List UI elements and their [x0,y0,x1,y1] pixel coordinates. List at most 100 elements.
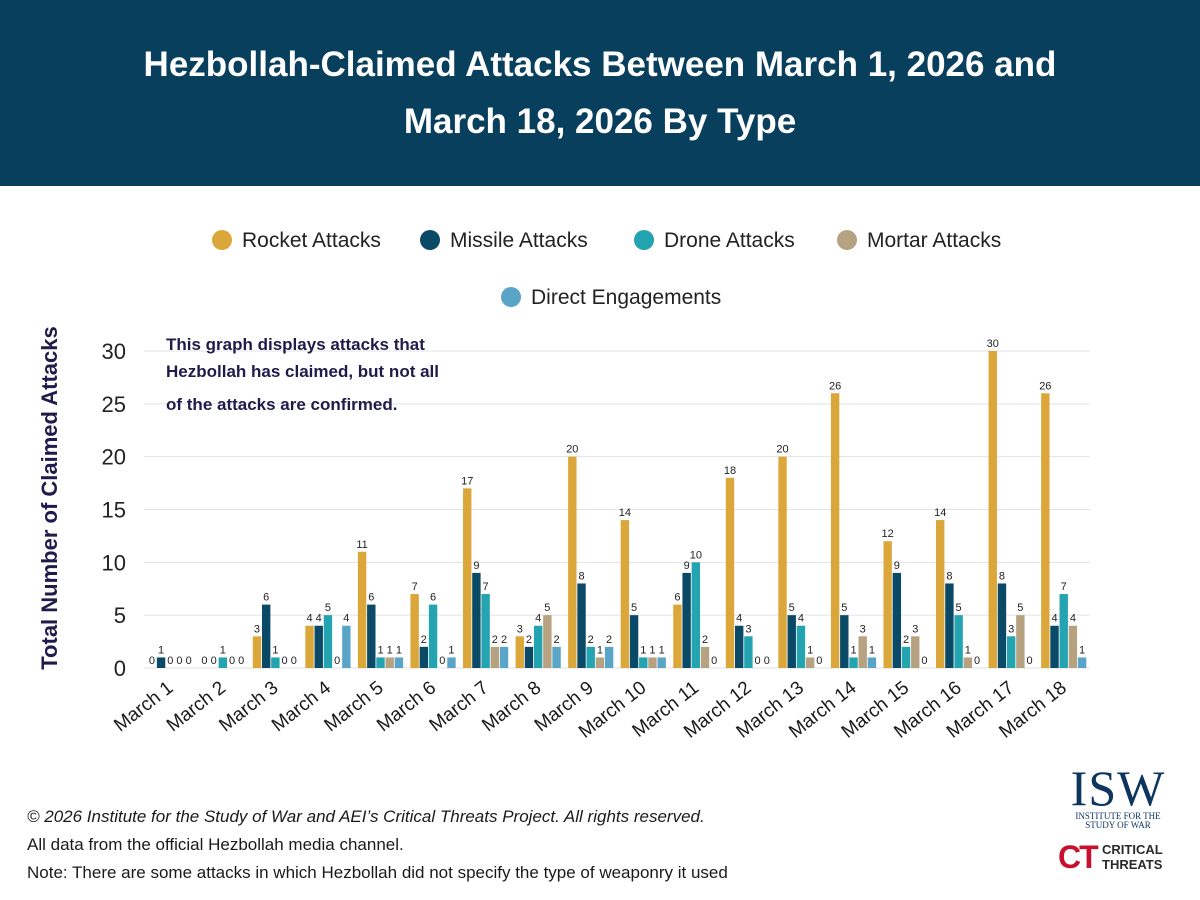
bar-march-16-mortar-attacks [963,657,973,668]
isw-logo-letters: ISW [1070,760,1166,816]
bar-march-2-drone-attacks [218,657,228,668]
bars [156,351,1087,668]
bar-march-11-mortar-attacks [700,646,710,668]
x-category-label-march-5: March 5 [321,677,388,736]
bar-march-18-missile-attacks [1050,625,1059,668]
legend-label-missile-attacks: Missile Attacks [450,229,588,252]
legend-item-mortar-attacks: Mortar Attacks [837,229,1001,252]
bar-march-3-drone-attacks [271,657,280,668]
data-label-march-2-missile-attacks: 0 [211,655,217,667]
isw-logo-subtitle-line-1: INSTITUTE FOR THE [1075,811,1161,821]
legend-swatch-mortar-attacks [837,230,857,250]
legend-item-drone-attacks: Drone Attacks [634,229,795,252]
data-label-march-12-mortar-attacks: 0 [755,655,761,667]
critical-threats-logo: CT CRITICAL THREATS [1058,840,1183,874]
y-tick-label-30: 30 [102,339,126,364]
bar-march-15-missile-attacks [892,572,902,668]
data-label-march-9-missile-attacks: 8 [578,570,584,582]
bar-march-4-drone-attacks [323,615,333,668]
bar-march-3-rocket-attacks [252,636,262,668]
data-label-march-2-drone-attacks: 1 [220,644,226,656]
chart-note-line-1: This graph displays attacks that [166,335,425,354]
bar-march-8-missile-attacks [524,646,534,668]
data-label-march-9-drone-attacks: 2 [588,634,594,646]
data-label-march-16-drone-attacks: 5 [956,602,962,614]
legend-item-missile-attacks: Missile Attacks [420,229,588,252]
data-label-march-1-rocket-attacks: 0 [149,655,155,667]
data-label-march-8-direct-engagements: 2 [554,634,560,646]
ct-logo-line-1: CRITICAL [1102,842,1163,857]
data-label-march-18-rocket-attacks: 26 [1039,380,1051,392]
bar-march-10-direct-engagements [657,657,666,668]
data-label-march-16-mortar-attacks: 1 [965,644,971,656]
bar-march-8-mortar-attacks [543,615,552,668]
data-label-march-8-rocket-attacks: 3 [517,623,523,635]
data-label-march-14-mortar-attacks: 3 [860,623,866,635]
data-label-march-16-missile-attacks: 8 [946,570,952,582]
data-label-march-17-rocket-attacks: 30 [987,338,999,350]
bar-march-8-direct-engagements [552,646,561,668]
bar-march-13-missile-attacks [787,615,796,668]
data-label-march-18-direct-engagements: 1 [1079,644,1085,656]
data-label-march-6-missile-attacks: 2 [421,634,427,646]
bar-march-6-direct-engagements [447,657,456,668]
bar-march-18-mortar-attacks [1068,625,1078,668]
bar-march-4-missile-attacks [314,625,323,668]
bar-march-14-direct-engagements [867,657,877,668]
legend-label-direct-engagements: Direct Engagements [531,286,721,309]
note-text: Note: There are some attacks in which He… [27,863,728,882]
bar-march-9-rocket-attacks [568,456,577,668]
bar-march-14-mortar-attacks [858,636,867,668]
x-category-label-march-3: March 3 [215,677,282,736]
data-label-march-16-direct-engagements: 0 [974,655,980,667]
bar-march-11-drone-attacks [691,562,701,668]
bar-march-6-rocket-attacks [410,594,419,668]
bar-march-5-missile-attacks [367,604,376,668]
data-label-march-6-drone-attacks: 6 [430,592,436,604]
bar-march-5-rocket-attacks [357,551,367,668]
bar-march-6-drone-attacks [428,604,438,668]
data-label-march-15-rocket-attacks: 12 [882,528,894,540]
data-label-march-5-missile-attacks: 6 [368,592,374,604]
data-label-march-10-drone-attacks: 1 [640,644,646,656]
data-label-march-8-mortar-attacks: 5 [544,602,550,614]
data-label-march-17-missile-attacks: 8 [999,570,1005,582]
bar-march-8-rocket-attacks [515,636,524,668]
legend: Rocket Attacks Missile Attacks Drone Attac… [212,229,1001,309]
footer: © 2026 Institute for the Study of War an… [27,803,987,887]
data-label-march-3-rocket-attacks: 3 [254,623,260,635]
data-label-march-7-mortar-attacks: 2 [492,634,498,646]
bar-march-5-mortar-attacks [385,657,394,668]
data-label-march-7-direct-engagements: 2 [501,634,507,646]
data-label-march-15-drone-attacks: 2 [903,634,909,646]
data-label-march-14-direct-engagements: 1 [869,644,875,656]
chart-title: Hezbollah-Claimed Attacks Between March … [143,45,1057,141]
data-label-march-12-missile-attacks: 4 [736,613,742,625]
y-tick-label-0: 0 [114,656,126,681]
bar-march-13-drone-attacks [796,625,806,668]
chart-note-line-3: of the attacks are confirmed. [166,395,397,414]
bar-march-9-mortar-attacks [595,657,605,668]
data-label-march-10-rocket-attacks: 14 [619,507,631,519]
data-label-march-12-rocket-attacks: 18 [724,465,736,477]
x-category-label-march-2: March 2 [163,677,230,736]
data-label-march-5-drone-attacks: 1 [377,644,383,656]
bar-march-10-missile-attacks [629,615,639,668]
source-text: All data from the official Hezbollah med… [27,835,404,854]
data-label-march-10-direct-engagements: 1 [659,644,665,656]
bar-march-12-missile-attacks [734,625,744,668]
data-label-march-17-drone-attacks: 3 [1008,623,1014,635]
bar-march-14-missile-attacks [840,615,849,668]
bar-march-14-rocket-attacks [830,393,840,668]
data-label-march-17-mortar-attacks: 5 [1017,602,1023,614]
bar-march-9-direct-engagements [604,646,614,668]
data-label-march-6-direct-engagements: 1 [448,644,454,656]
bar-march-5-direct-engagements [394,657,404,668]
bar-march-17-drone-attacks [1006,636,1016,668]
bar-march-13-mortar-attacks [805,657,815,668]
data-label-march-4-mortar-attacks: 0 [334,655,340,667]
x-category-label-march-4: March 4 [268,677,335,736]
header-banner: Hezbollah-Claimed Attacks Between March … [0,0,1200,186]
bar-march-17-mortar-attacks [1016,615,1025,668]
data-label-march-1-missile-attacks: 1 [158,644,164,656]
